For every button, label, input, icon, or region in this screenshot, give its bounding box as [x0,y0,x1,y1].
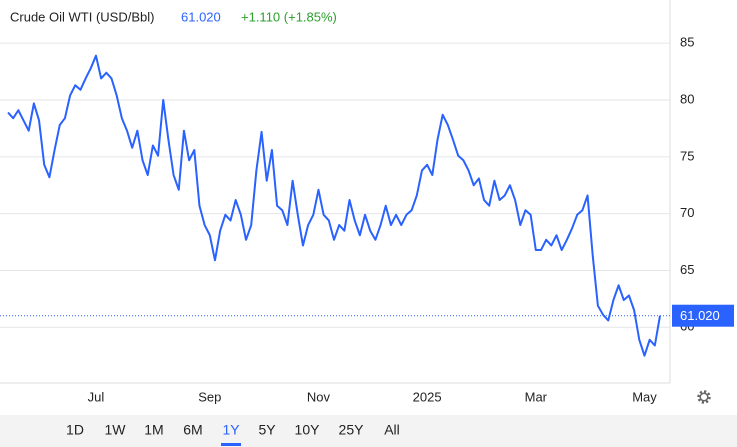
range-button[interactable]: 1D [66,422,84,438]
y-tick-label: 85 [680,35,694,50]
range-button[interactable]: 25Y [339,422,365,438]
range-selected-underline [221,443,241,446]
range-label: 5Y [258,422,276,438]
range-button[interactable]: All [384,422,400,438]
price-line [7,54,661,357]
header-change: +1.110 (+1.85%) [241,9,337,24]
range-button[interactable]: 10Y [295,422,321,438]
range-label: 1D [66,422,84,438]
chart-title: Crude Oil WTI (USD/Bbl) [10,9,154,24]
y-tick-label: 65 [680,262,694,277]
range-button[interactable]: 5Y [258,422,276,438]
settings-icon[interactable] [697,390,711,404]
gear-teeth [697,390,711,404]
range-label: 1W [105,422,127,438]
range-label: 10Y [295,422,321,438]
x-tick-label: May [632,389,657,404]
last-price-label: 61.020 [680,308,720,323]
range-label: 25Y [339,422,365,438]
range-bar [0,415,737,447]
range-button[interactable]: 6M [183,422,202,438]
header-price: 61.020 [181,9,221,24]
range-label: 1Y [222,422,240,438]
x-tick-label: Nov [307,389,331,404]
x-tick-label: Sep [198,389,221,404]
y-tick-label: 70 [680,205,694,220]
y-tick-label: 75 [680,148,694,163]
gear-body [699,392,709,402]
range-label: 1M [144,422,163,438]
range-button[interactable]: 1W [105,422,127,438]
range-label: All [384,422,400,438]
range-button[interactable]: 1M [144,422,163,438]
y-tick-label: 80 [680,91,694,106]
x-tick-label: Jul [88,389,105,404]
range-label: 6M [183,422,202,438]
x-tick-label: Mar [525,389,548,404]
last-price-box [672,304,734,327]
x-tick-label: 2025 [413,389,442,404]
range-button[interactable]: 1Y [221,422,241,446]
